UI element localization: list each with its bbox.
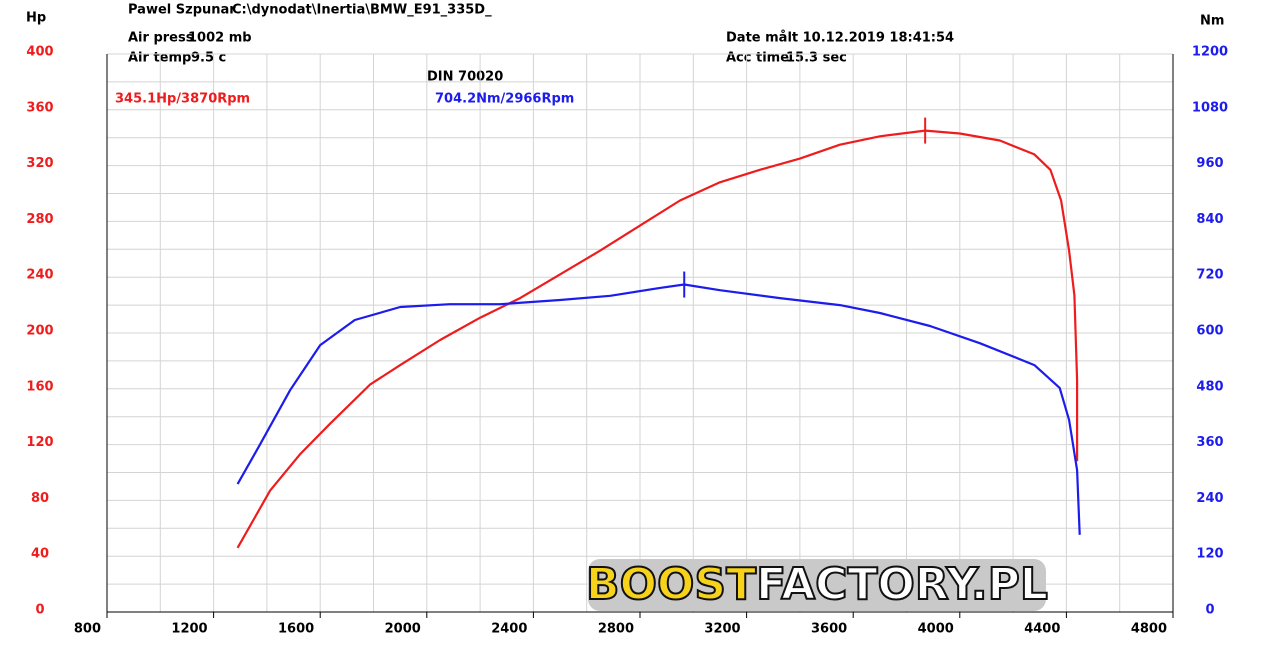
y-tick-label: 400 bbox=[26, 45, 53, 60]
x-tick-label: 4800 bbox=[1131, 622, 1167, 637]
air-press: 1002 mb bbox=[188, 31, 252, 46]
grid bbox=[106, 53, 1174, 613]
y2-tick-label: 1200 bbox=[1192, 45, 1228, 60]
logo-part: BOOST bbox=[586, 559, 756, 610]
peak-label: 345.1Hp/3870Rpm bbox=[115, 92, 250, 107]
line bbox=[236, 283, 1081, 535]
x-tick-label: 2800 bbox=[598, 622, 634, 637]
air-temp: 9.5 c bbox=[191, 51, 226, 66]
acc-time-label: Acc time bbox=[726, 51, 789, 66]
x-tick-label: 2000 bbox=[385, 622, 421, 637]
y2-tick-label: 0 bbox=[1205, 603, 1214, 618]
y-tick-label: 200 bbox=[26, 324, 53, 339]
y2-tick-label: 360 bbox=[1196, 435, 1223, 450]
y2-axis-label: Nm bbox=[1200, 14, 1224, 29]
air-temp-label: Air temp bbox=[128, 51, 191, 66]
y2-tick-label: 120 bbox=[1196, 547, 1223, 562]
logo-background bbox=[588, 559, 1046, 611]
y2-tick-label: 480 bbox=[1196, 379, 1223, 394]
date: Date målt 10.12.2019 18:41:54 bbox=[726, 31, 954, 46]
x-tick-label: 1600 bbox=[278, 622, 314, 637]
x-tick-label: 1200 bbox=[171, 622, 207, 637]
y-tick-label: 360 bbox=[26, 100, 53, 115]
y2-tick-label: 600 bbox=[1196, 324, 1223, 339]
x-tick-label: 3200 bbox=[704, 622, 740, 637]
y-tick-label: 120 bbox=[26, 435, 53, 450]
y-tick-label: 160 bbox=[26, 379, 53, 394]
file-path: C:\dynodat\Inertia\BMW_E91_335D_ bbox=[232, 3, 492, 18]
y-tick-label: 240 bbox=[26, 268, 53, 283]
x-tick-label: 4400 bbox=[1024, 622, 1060, 637]
logo: BOOSTFACTORY.PL bbox=[586, 559, 1048, 610]
air-press-label: Air press bbox=[128, 31, 194, 46]
y-tick-label: 0 bbox=[35, 603, 44, 618]
y2-tick-label: 840 bbox=[1196, 212, 1223, 227]
x-tick-label: 2400 bbox=[491, 622, 527, 637]
x-tick-label: 3600 bbox=[811, 622, 847, 637]
y-axis-label: Hp bbox=[26, 11, 46, 26]
chart-title: DIN 70020 bbox=[427, 70, 503, 85]
y-tick-label: 320 bbox=[26, 156, 53, 171]
logo-part: FACTORY.PL bbox=[756, 559, 1048, 610]
y2-tick-label: 240 bbox=[1196, 491, 1223, 506]
x-tick-label: 4000 bbox=[918, 622, 954, 637]
y-tick-label: 80 bbox=[31, 491, 49, 506]
peak-label: 704.2Nm/2966Rpm bbox=[435, 92, 574, 107]
operator: Pawel Szpunar bbox=[128, 3, 236, 18]
y2-tick-label: 960 bbox=[1196, 156, 1223, 171]
acc-time: 15.3 sec bbox=[786, 51, 847, 66]
y-tick-label: 40 bbox=[31, 547, 49, 562]
y-tick-label: 280 bbox=[26, 212, 53, 227]
y2-tick-label: 1080 bbox=[1192, 100, 1228, 115]
line bbox=[236, 129, 1079, 549]
x-tick-label: 800 bbox=[74, 622, 101, 637]
y2-tick-label: 720 bbox=[1196, 268, 1223, 283]
